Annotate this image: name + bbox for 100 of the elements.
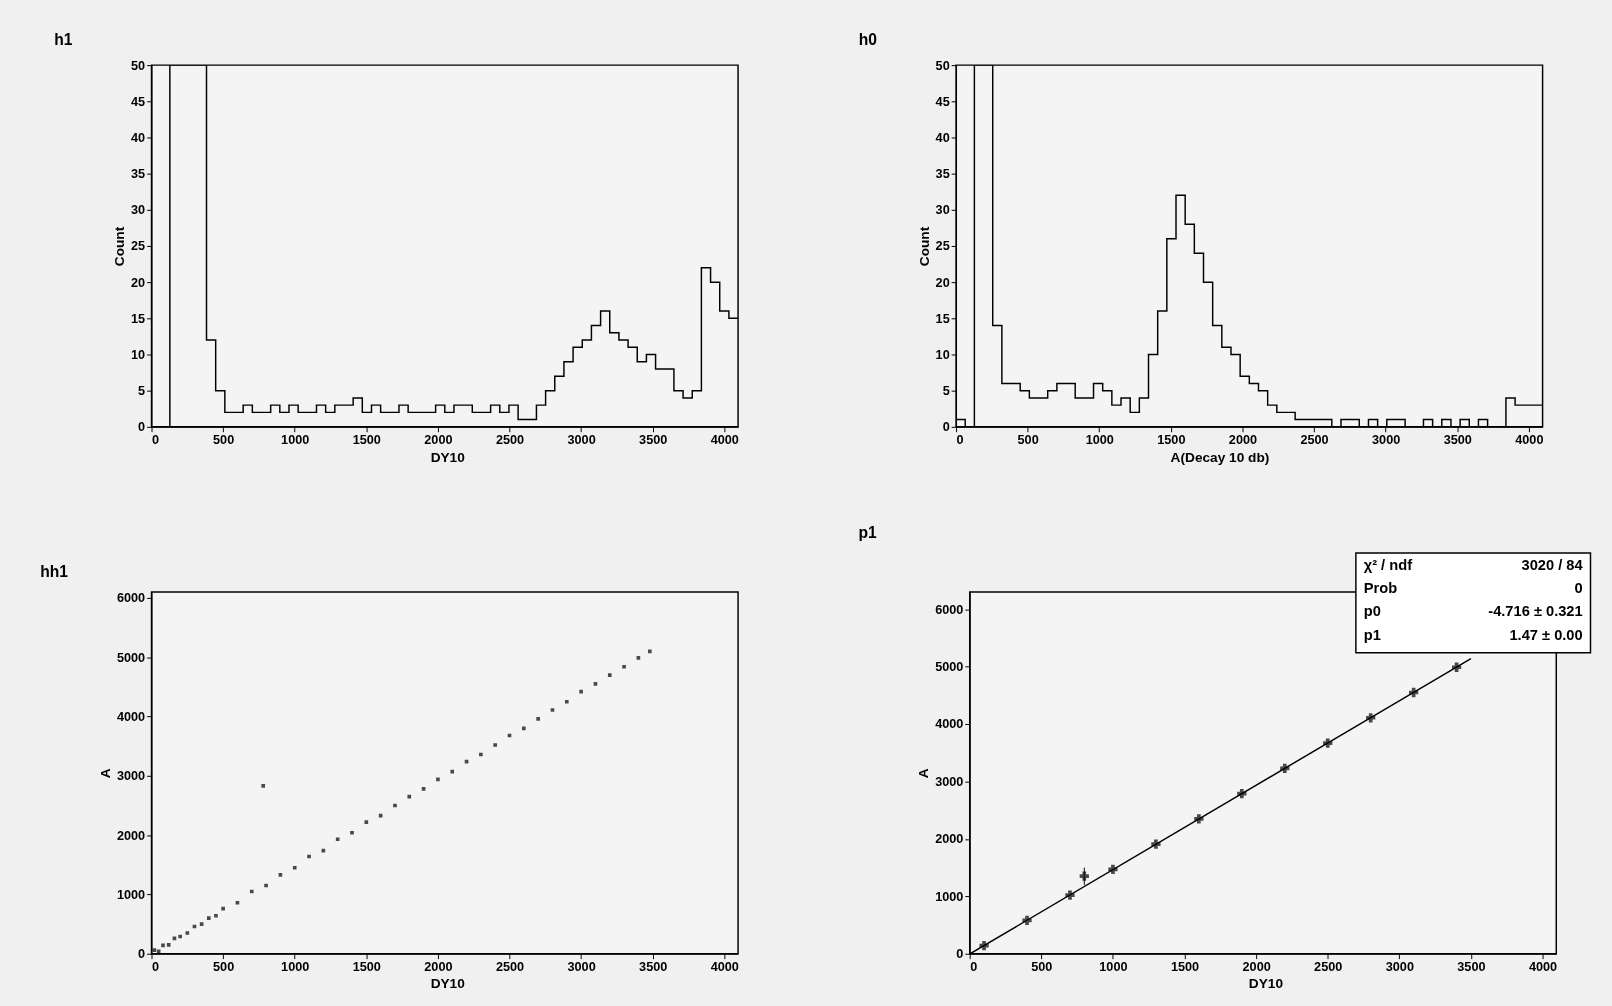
y-tick-label: 30 <box>131 203 146 218</box>
text: χ² / ndf <box>1363 556 1413 573</box>
x-tick-label: 3000 <box>1385 959 1414 974</box>
point <box>636 656 641 660</box>
point <box>493 743 498 747</box>
x-tick-label: 1500 <box>352 959 381 974</box>
y-tick-label: 0 <box>942 420 950 435</box>
x-tick-label: 2000 <box>424 432 453 447</box>
y-tick-label: 25 <box>131 239 146 254</box>
point <box>1451 662 1462 672</box>
y-axis-title: Count <box>916 226 932 267</box>
x-tick-label: 4000 <box>710 432 739 447</box>
annotation: p0 <box>1363 603 1381 620</box>
point <box>156 949 161 954</box>
point <box>235 900 240 905</box>
x-tick-label: 4000 <box>1515 432 1544 447</box>
y-tick-label: 0 <box>138 420 146 435</box>
x-tick-label: 500 <box>213 432 235 447</box>
point <box>199 922 204 926</box>
point <box>1108 864 1118 874</box>
point <box>214 913 218 918</box>
point <box>648 649 652 654</box>
y-tick-label: 4000 <box>116 709 146 724</box>
x-axis-title: DY10 <box>1248 976 1284 992</box>
annotation: p1 <box>1363 626 1381 643</box>
point <box>407 794 412 799</box>
point <box>185 931 190 935</box>
y-tick-label: 6000 <box>116 591 146 606</box>
point <box>450 769 455 774</box>
point <box>522 726 526 731</box>
y-tick-label: 1000 <box>935 889 964 904</box>
y-tick-label: 3000 <box>935 774 964 789</box>
y-tick-label: 0 <box>138 947 146 962</box>
y-tick-label: 40 <box>131 130 146 145</box>
x-tick-label: 2500 <box>1314 959 1343 974</box>
point <box>622 664 626 669</box>
text: 3020 / 84 <box>1521 556 1584 573</box>
chart-title: h1 <box>54 30 73 48</box>
y-tick-label: 15 <box>131 311 146 326</box>
point <box>221 906 225 911</box>
annotation: 1.47 ± 0.00 <box>1509 626 1583 643</box>
y-tick-label: 3000 <box>116 769 146 784</box>
x-tick-label: 0 <box>152 432 160 447</box>
x-tick-label: 1000 <box>281 432 310 447</box>
y-tick-label: 4000 <box>935 717 964 732</box>
y-tick-label: 1000 <box>116 887 146 902</box>
point <box>172 936 177 941</box>
point <box>1151 839 1161 849</box>
point <box>166 943 171 947</box>
point <box>536 717 540 721</box>
y-tick-label: 5 <box>942 384 950 399</box>
y-tick-label: 0 <box>956 947 964 962</box>
x-axis-title: DY10 <box>430 449 466 465</box>
y-tick-label: 45 <box>935 94 950 109</box>
x-tick-label: 1500 <box>1170 959 1200 974</box>
point <box>1022 915 1032 926</box>
x-tick-label: 1000 <box>281 959 310 974</box>
y-tick-label: 10 <box>131 347 146 362</box>
x-tick-label: 3500 <box>639 432 668 447</box>
x-tick-label: 1500 <box>1157 432 1186 447</box>
point <box>1237 788 1247 799</box>
y-tick-label: 2000 <box>935 832 964 847</box>
point <box>278 873 283 877</box>
y-tick-label: 45 <box>131 94 146 109</box>
y-tick-label: 10 <box>935 347 950 362</box>
point <box>152 948 157 953</box>
point <box>178 934 182 939</box>
y-tick-label: 40 <box>935 130 950 145</box>
point <box>564 699 569 704</box>
y-tick-label: 15 <box>935 311 950 326</box>
y-tick-label: 50 <box>935 58 950 73</box>
y-tick-label: 25 <box>935 239 950 254</box>
annotation: Prob <box>1363 580 1398 597</box>
y-tick-label: 35 <box>935 167 950 182</box>
point <box>307 854 311 859</box>
y-tick-label: 5000 <box>935 660 964 675</box>
y-tick-label: 6000 <box>935 602 964 617</box>
x-axis-title: A(Decay 10 db) <box>1170 449 1270 465</box>
point <box>206 916 211 920</box>
x-tick-label: 2500 <box>495 959 525 974</box>
point <box>161 943 165 948</box>
y-tick-label: 5 <box>138 384 146 399</box>
x-tick-label: 2000 <box>1242 959 1271 974</box>
point <box>1280 763 1290 773</box>
point <box>393 803 397 808</box>
x-tick-label: 500 <box>213 959 235 974</box>
x-tick-label: 3000 <box>567 432 596 447</box>
x-tick-label: 4000 <box>710 959 739 974</box>
point <box>550 708 555 712</box>
x-tick-label: 2000 <box>424 959 453 974</box>
point <box>264 883 268 888</box>
point <box>1194 814 1204 824</box>
chart-title: hh1 <box>40 563 69 581</box>
point <box>249 889 254 894</box>
y-tick-label: 2000 <box>116 828 146 843</box>
point <box>436 777 440 782</box>
y-tick-label: 35 <box>131 167 146 182</box>
chart-title: h0 <box>858 30 878 48</box>
y-tick-label: 50 <box>131 58 146 73</box>
point <box>421 787 426 791</box>
